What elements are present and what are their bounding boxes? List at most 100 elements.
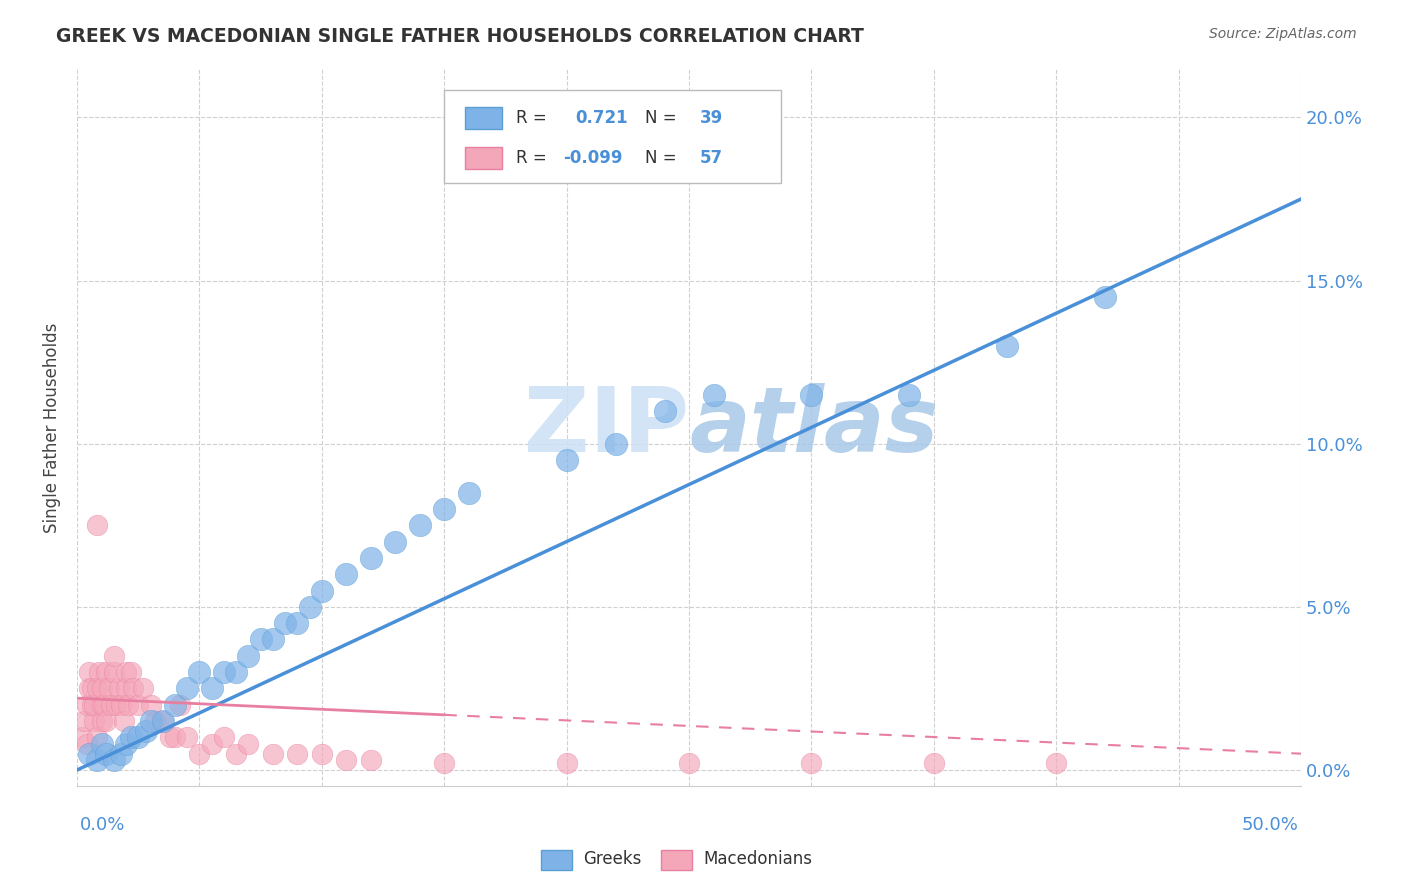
Text: Source: ZipAtlas.com: Source: ZipAtlas.com bbox=[1209, 27, 1357, 41]
Point bbox=[87, 665, 110, 679]
Point bbox=[287, 747, 309, 761]
Text: -0.099: -0.099 bbox=[562, 149, 623, 167]
Text: 39: 39 bbox=[700, 109, 723, 127]
Point bbox=[159, 731, 181, 745]
Point bbox=[127, 731, 149, 745]
Text: 57: 57 bbox=[700, 149, 723, 167]
Point bbox=[262, 632, 284, 647]
Point bbox=[96, 665, 118, 679]
Point bbox=[360, 753, 382, 767]
Point bbox=[83, 714, 105, 728]
Text: GREEK VS MACEDONIAN SINGLE FATHER HOUSEHOLDS CORRELATION CHART: GREEK VS MACEDONIAN SINGLE FATHER HOUSEH… bbox=[56, 27, 865, 45]
Point bbox=[139, 714, 162, 728]
Point bbox=[702, 388, 724, 402]
Text: Macedonians: Macedonians bbox=[703, 850, 813, 868]
Point bbox=[90, 714, 112, 728]
Point bbox=[555, 756, 578, 771]
Point bbox=[76, 737, 98, 751]
Point bbox=[409, 518, 432, 533]
Point bbox=[86, 731, 108, 745]
Point bbox=[90, 681, 112, 696]
Point bbox=[274, 616, 297, 631]
Point bbox=[188, 747, 211, 761]
Point bbox=[103, 753, 125, 767]
Point bbox=[117, 698, 139, 712]
Point bbox=[287, 616, 309, 631]
Text: ZIP: ZIP bbox=[524, 384, 689, 471]
Point bbox=[298, 599, 321, 614]
Point bbox=[311, 583, 333, 598]
Point bbox=[90, 698, 112, 712]
Point bbox=[96, 714, 118, 728]
Point bbox=[249, 632, 271, 647]
Point bbox=[163, 698, 186, 712]
Point bbox=[79, 665, 101, 679]
Point bbox=[79, 681, 101, 696]
Point bbox=[262, 747, 284, 761]
Point bbox=[238, 648, 260, 663]
Point bbox=[96, 747, 118, 761]
Point bbox=[360, 550, 382, 565]
Point bbox=[86, 753, 108, 767]
Text: N =: N = bbox=[645, 109, 676, 127]
Point bbox=[73, 714, 96, 728]
Point bbox=[163, 731, 186, 745]
Bar bbox=[465, 107, 502, 128]
Text: Greeks: Greeks bbox=[583, 850, 643, 868]
Point bbox=[311, 747, 333, 761]
Point bbox=[86, 518, 108, 533]
Point bbox=[225, 747, 247, 761]
Point bbox=[80, 698, 103, 712]
Point bbox=[76, 698, 98, 712]
Point bbox=[212, 665, 235, 679]
Bar bbox=[465, 147, 502, 169]
Text: N =: N = bbox=[645, 149, 676, 167]
Point bbox=[115, 737, 138, 751]
Point bbox=[132, 681, 155, 696]
Point bbox=[201, 737, 224, 751]
Point bbox=[335, 567, 357, 582]
Text: atlas: atlas bbox=[689, 384, 939, 471]
Point bbox=[201, 681, 224, 696]
Point bbox=[335, 753, 357, 767]
Point bbox=[152, 714, 174, 728]
Point bbox=[995, 339, 1018, 353]
Point bbox=[433, 756, 456, 771]
Point bbox=[100, 698, 122, 712]
Text: 0.721: 0.721 bbox=[575, 109, 628, 127]
Point bbox=[115, 665, 138, 679]
Point bbox=[384, 534, 406, 549]
Point bbox=[97, 681, 120, 696]
Point bbox=[127, 698, 149, 712]
Point bbox=[238, 737, 260, 751]
Point bbox=[135, 723, 157, 738]
Point bbox=[898, 388, 921, 402]
Y-axis label: Single Father Households: Single Father Households bbox=[44, 322, 60, 533]
Point bbox=[225, 665, 247, 679]
Point bbox=[83, 698, 105, 712]
Point bbox=[176, 731, 198, 745]
Text: R =: R = bbox=[516, 109, 547, 127]
Point bbox=[90, 737, 112, 751]
Text: 50.0%: 50.0% bbox=[1241, 815, 1299, 834]
FancyBboxPatch shape bbox=[444, 90, 780, 184]
Point bbox=[605, 436, 627, 450]
Point bbox=[120, 731, 142, 745]
Point bbox=[107, 681, 129, 696]
Point bbox=[110, 698, 132, 712]
Text: 0.0%: 0.0% bbox=[80, 815, 125, 834]
Point bbox=[139, 698, 162, 712]
Point bbox=[800, 756, 823, 771]
Point bbox=[93, 698, 115, 712]
Point bbox=[152, 714, 174, 728]
Point bbox=[122, 681, 145, 696]
Point bbox=[188, 665, 211, 679]
Point bbox=[120, 665, 142, 679]
Point bbox=[105, 698, 128, 712]
Point bbox=[145, 714, 167, 728]
Point bbox=[678, 756, 700, 771]
Point bbox=[103, 648, 125, 663]
Point bbox=[433, 502, 456, 516]
Text: R =: R = bbox=[516, 149, 547, 167]
Point bbox=[654, 404, 676, 418]
